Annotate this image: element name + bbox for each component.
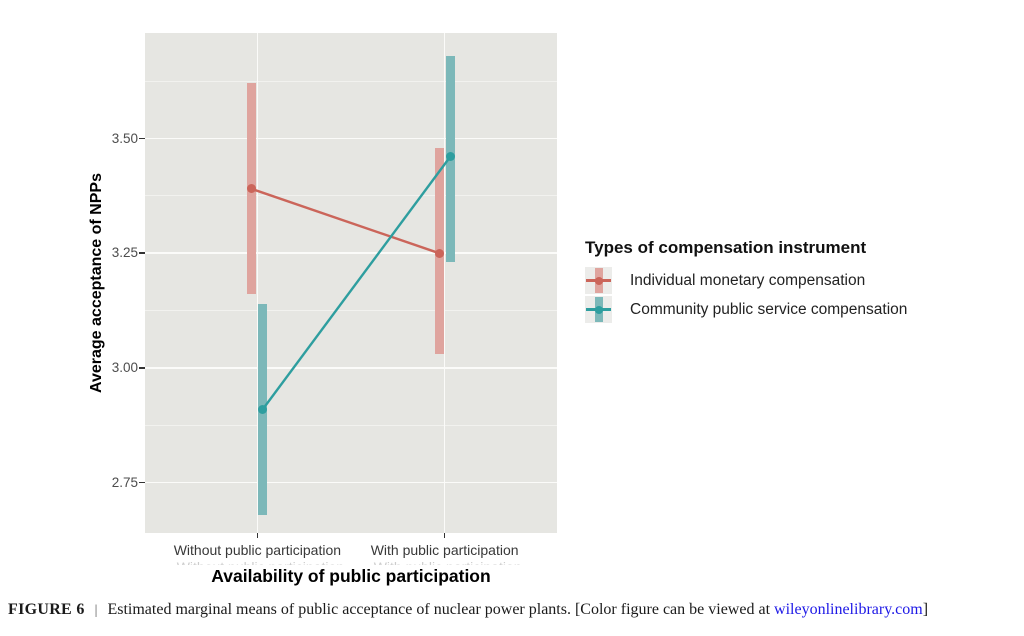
caption-bracket: ] bbox=[922, 601, 929, 618]
x-axis-title: Availability of public participation bbox=[211, 566, 491, 586]
x-tick-ghost: With public participation bbox=[333, 559, 563, 565]
figure-number: FIGURE 6 bbox=[8, 601, 85, 618]
legend-item-label: Community public service compensation bbox=[630, 300, 908, 318]
legend-key-dot bbox=[594, 305, 603, 314]
gridline-minor bbox=[145, 80, 557, 82]
x-tick-mark bbox=[443, 533, 446, 538]
legend-title: Types of compensation instrument bbox=[585, 238, 867, 257]
series-line bbox=[261, 156, 452, 410]
x-tick-label: Without public participation bbox=[173, 542, 342, 558]
legend-key-dot bbox=[594, 276, 603, 285]
gridline-major bbox=[145, 137, 557, 140]
data-point bbox=[247, 184, 257, 194]
caption-text: Estimated marginal means of public accep… bbox=[107, 601, 775, 618]
legend-items: Individual monetary compensation Communit… bbox=[585, 267, 945, 323]
y-tick-label: 2.75 bbox=[111, 474, 138, 490]
gridline-vertical bbox=[443, 33, 446, 533]
legend-item-label: Individual monetary compensation bbox=[630, 271, 866, 289]
legend: Types of compensation instrument Individ… bbox=[585, 238, 945, 325]
gridline-vertical bbox=[256, 33, 259, 533]
gridline-minor bbox=[145, 195, 557, 197]
legend-key bbox=[585, 296, 612, 323]
legend-item: Community public service compensation bbox=[585, 296, 945, 323]
series-lines bbox=[251, 156, 452, 410]
x-tick-label: With public participation bbox=[370, 542, 519, 558]
series-line bbox=[251, 187, 440, 255]
legend-key bbox=[585, 267, 612, 294]
gridline-major bbox=[145, 252, 557, 254]
data-point bbox=[445, 152, 455, 162]
gridline-minor bbox=[145, 424, 557, 426]
x-tick-ghost: Without public participation bbox=[145, 559, 375, 565]
gridline-major bbox=[145, 481, 557, 484]
wiley-link[interactable]: wileyonlinelibrary.com bbox=[774, 601, 923, 618]
data-point bbox=[258, 404, 268, 414]
data-point bbox=[434, 248, 444, 258]
gridline-minor bbox=[145, 310, 557, 312]
gridline-major bbox=[145, 367, 557, 369]
x-tick-mark bbox=[256, 533, 259, 538]
legend-item: Individual monetary compensation bbox=[585, 267, 945, 294]
y-tick-label: 3.50 bbox=[111, 130, 138, 146]
caption-divider: | bbox=[94, 603, 98, 618]
y-axis-title: Average acceptance of NPPs bbox=[88, 173, 105, 393]
emm-interaction-plot: 2.75 3.00 3.25 3.50 Without public particip… bbox=[88, 33, 945, 586]
figure-caption: FIGURE 6 | Estimated marginal means of pub… bbox=[8, 601, 1016, 619]
plot-panel bbox=[145, 33, 557, 533]
